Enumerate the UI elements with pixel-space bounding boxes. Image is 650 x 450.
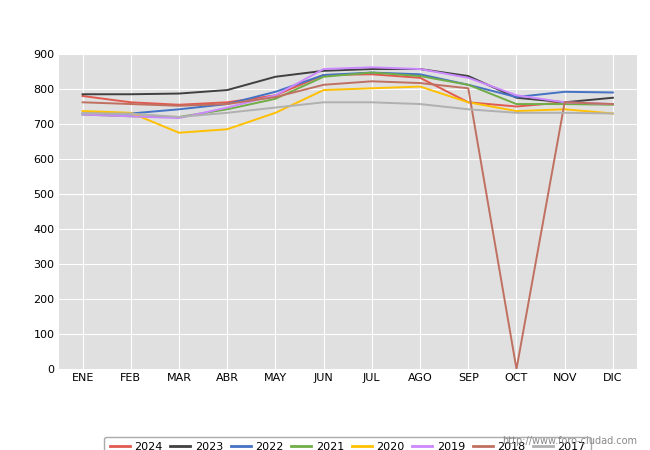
Text: Afiliados en Guadiana del Caudillo a 30/11/2024: Afiliados en Guadiana del Caudillo a 30/… bbox=[131, 15, 519, 30]
Legend: 2024, 2023, 2022, 2021, 2020, 2019, 2018, 2017: 2024, 2023, 2022, 2021, 2020, 2019, 2018… bbox=[104, 437, 592, 450]
Text: http://www.foro-ciudad.com: http://www.foro-ciudad.com bbox=[502, 436, 637, 446]
